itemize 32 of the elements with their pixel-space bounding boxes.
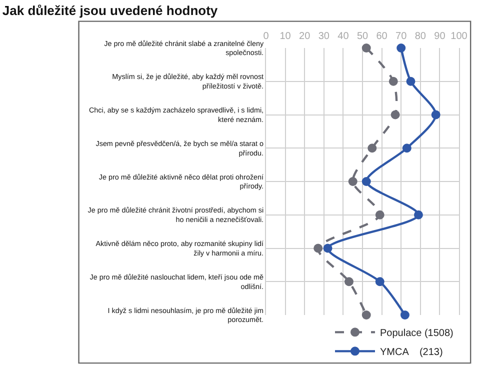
- x-tick-label: 40: [338, 31, 350, 42]
- point: [362, 177, 371, 186]
- point: [375, 277, 384, 286]
- point: [362, 44, 371, 52]
- legend-label: YMCA (213): [380, 347, 443, 358]
- point: [314, 244, 323, 253]
- point: [402, 144, 412, 153]
- point: [368, 144, 377, 153]
- point: [406, 76, 416, 86]
- x-tick-label: 30: [318, 31, 330, 42]
- x-tick-label: 60: [376, 31, 388, 42]
- x-tick-label: 90: [434, 31, 446, 42]
- x-tick-label: 50: [356, 31, 368, 42]
- point: [396, 44, 406, 52]
- point: [344, 277, 354, 286]
- x-tick-label: 10: [280, 31, 292, 42]
- x-tick-label: 100: [450, 31, 468, 42]
- point: [375, 210, 384, 220]
- point: [400, 310, 410, 320]
- x-tick-label: 80: [414, 31, 426, 42]
- x-tick-label: 70: [396, 31, 408, 42]
- point: [348, 177, 358, 186]
- point: [323, 244, 332, 253]
- point: [390, 110, 400, 120]
- point: [414, 210, 423, 220]
- point: [388, 76, 398, 86]
- point: [431, 110, 440, 120]
- x-tick-label: 20: [299, 31, 311, 42]
- x-tick-label: 0: [263, 31, 270, 42]
- legend-label: Populace (1508): [380, 328, 454, 340]
- point: [362, 310, 371, 320]
- text: Jak důležité jsou uvedené hodnoty: [2, 2, 218, 18]
